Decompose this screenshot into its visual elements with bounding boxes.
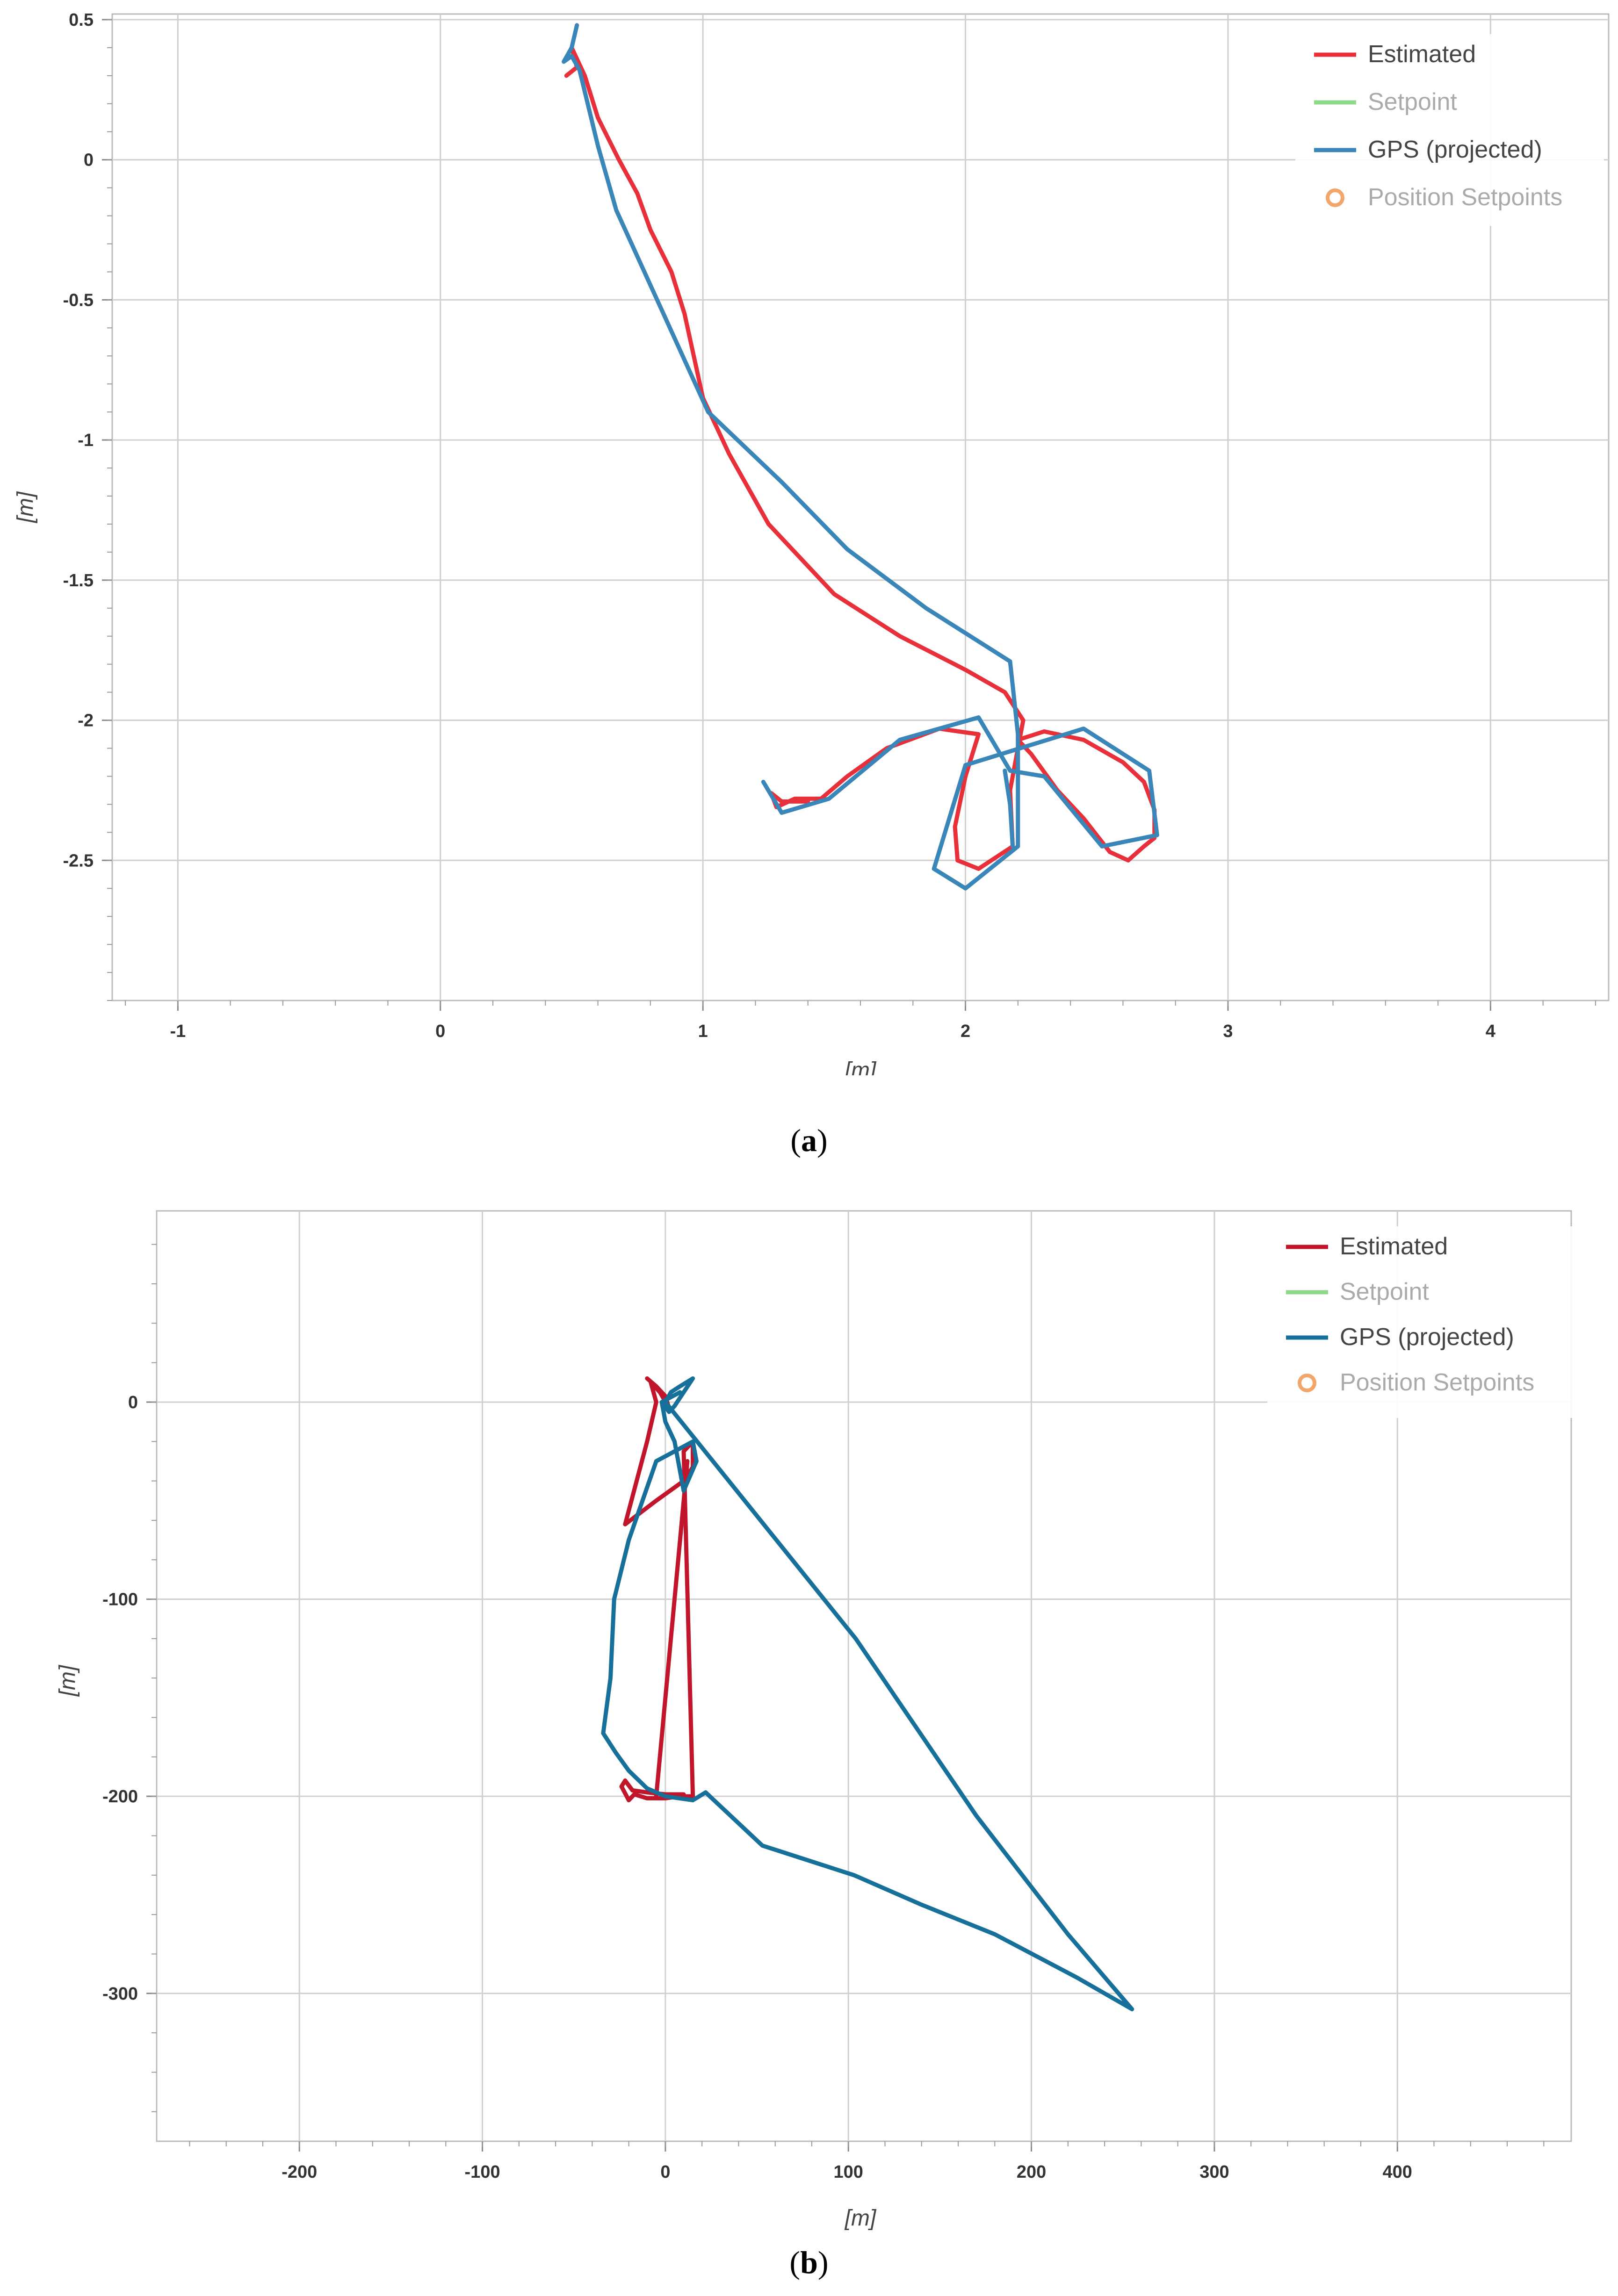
- chart-panel-a: -1 0 1 2 3 4 0.5 0 -0.5 -1 -1.5 -2 -2.5 [m] [m] Esti…: [13, 10, 1610, 1075]
- legend-b: Estimated Setpoint GPS (projected) Position…: [1267, 1226, 1576, 1418]
- legend-swatch-position-setpoints: [1326, 188, 1344, 207]
- legend-label-setpoint: Setpoint: [1368, 88, 1457, 115]
- x-axis-label-a: [m]: [845, 1058, 877, 1075]
- x-axis-label-b: [m]: [845, 2206, 877, 2231]
- x-tick-label: 0: [435, 1022, 445, 1041]
- series-a: [562, 23, 1159, 891]
- y-axis-label-a: [m]: [13, 491, 38, 523]
- legend-label-gps-projected: GPS (projected): [1340, 1324, 1514, 1351]
- y-tick-label: -1.5: [63, 571, 94, 590]
- series-line-estimated: [564, 45, 1026, 871]
- y-tick-label: -300: [102, 1984, 138, 2004]
- legend-label-setpoint: Setpoint: [1340, 1278, 1429, 1305]
- y-tick-label: -0.5: [63, 290, 94, 310]
- y-tick-label: -200: [102, 1787, 138, 1807]
- x-tick-label: 300: [1199, 2162, 1229, 2182]
- y-tick-label: 0: [128, 1393, 138, 1412]
- series-line-gps-projected: [562, 23, 1159, 891]
- y-tick-label: -2.5: [63, 851, 94, 871]
- series-line-estimated: [654, 1459, 690, 1799]
- y-tick-label: 0.5: [69, 10, 94, 30]
- x-tick-label: 0: [660, 2162, 670, 2182]
- y-axis-label-b: [m]: [55, 1664, 80, 1697]
- x-tick-label: 3: [1223, 1022, 1233, 1041]
- y-tick-label: -1: [78, 431, 94, 450]
- chart-panel-b: -200 -100 0 100 200 300 400 0 -100 -200 -300 [m] […: [55, 1210, 1576, 2231]
- legend-background: [1267, 1226, 1576, 1418]
- x-tick-label: 1: [698, 1022, 708, 1041]
- series-b: [601, 1376, 1134, 2011]
- legend-label-position-setpoints: Position Setpoints: [1340, 1369, 1534, 1396]
- y-tick-label: -2: [78, 711, 94, 731]
- grid-b: [157, 1211, 1571, 2141]
- caption-b: (b): [789, 2245, 829, 2280]
- legend-swatch-position-setpoints: [1298, 1374, 1316, 1392]
- series-line-gps-projected: [601, 1376, 1134, 2011]
- ticks-b: -200 -100 0 100 200 300 400 0 -100 -200 -300: [102, 1244, 1545, 2182]
- caption-a: (a): [790, 1123, 828, 1158]
- x-tick-label: 2: [961, 1022, 970, 1041]
- grid-a: [112, 14, 1609, 1000]
- x-tick-label: 4: [1486, 1022, 1495, 1041]
- x-tick-label: -100: [465, 2162, 500, 2182]
- y-tick-label: -100: [102, 1590, 138, 1610]
- legend-background: [1295, 34, 1604, 226]
- legend-label-position-setpoints: Position Setpoints: [1368, 184, 1562, 211]
- legend-label-gps-projected: GPS (projected): [1368, 136, 1542, 163]
- legend-a: Estimated Setpoint GPS (projected) Position…: [1295, 34, 1604, 226]
- y-tick-label: 0: [84, 151, 94, 170]
- x-tick-label: 400: [1383, 2162, 1412, 2182]
- legend-label-estimated: Estimated: [1368, 41, 1476, 68]
- x-tick-label: 100: [834, 2162, 863, 2182]
- series-line-estimated: [619, 1376, 695, 1803]
- legend-label-estimated: Estimated: [1340, 1233, 1448, 1260]
- x-tick-label: 200: [1017, 2162, 1046, 2182]
- ticks-a: -1 0 1 2 3 4 0.5 0 -0.5 -1 -1.5 -2 -2.5: [63, 10, 1596, 1041]
- x-tick-label: -1: [170, 1022, 186, 1041]
- series-line-gps-projected: [1003, 769, 1015, 849]
- x-tick-label: -200: [282, 2162, 317, 2182]
